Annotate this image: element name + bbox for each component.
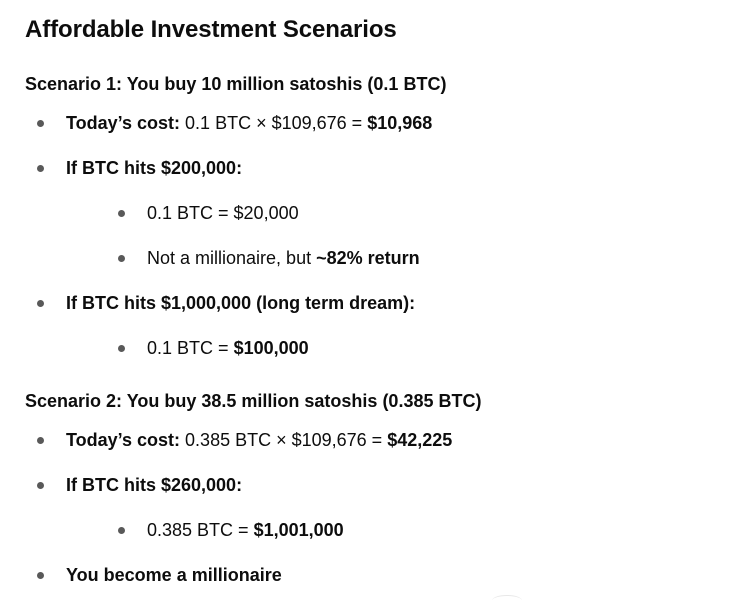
cost-expression: 0.385 BTC × $109,676 = [185, 430, 383, 450]
case-value-result: $100,000 [233, 338, 309, 358]
scenario-1-title: Scenario 1: You buy 10 million satoshis … [25, 74, 447, 94]
scenario-1-case-a-sublist: 0.1 BTC = $20,000 Not a millionaire, but… [66, 199, 731, 272]
scenario-1-case-b-item: If BTC hits $1,000,000 (long term dream)… [25, 289, 731, 362]
scroll-arrow-decoration [492, 595, 522, 600]
scenario-1-cost-item: Today’s cost: 0.1 BTC × $109,676 = $10,9… [25, 109, 731, 137]
case-note-text: Not a millionaire, but [147, 248, 312, 268]
case-note-item: Not a millionaire, but ~82% return [66, 244, 731, 272]
scenario-2-case-a-sublist: 0.385 BTC = $1,001,000 [66, 516, 731, 544]
cost-expression: 0.1 BTC × $109,676 = [185, 113, 363, 133]
scenario-1-list: Today’s cost: 0.1 BTC × $109,676 = $10,9… [25, 109, 731, 362]
page-heading: Affordable Investment Scenarios [25, 16, 397, 43]
scenario-1-case-b-sublist: 0.1 BTC = $100,000 [66, 334, 731, 362]
cost-result: $10,968 [367, 113, 433, 133]
case-label: If BTC hits $260,000: [66, 475, 243, 495]
case-value-expression: 0.385 BTC = [147, 520, 249, 540]
case-value-item: 0.1 BTC = $100,000 [66, 334, 731, 362]
case-label: If BTC hits $1,000,000 (long term dream)… [66, 293, 416, 313]
scenario-2-outcome-item: You become a millionaire [25, 561, 731, 589]
case-value-result: $1,001,000 [253, 520, 344, 540]
cost-result: $42,225 [387, 430, 453, 450]
scenario-2-list: Today’s cost: 0.385 BTC × $109,676 = $42… [25, 426, 731, 589]
case-label: If BTC hits $200,000: [66, 158, 243, 178]
scenario-1-case-a-item: If BTC hits $200,000: 0.1 BTC = $20,000 … [25, 154, 731, 272]
case-value-expression: 0.1 BTC = $20,000 [147, 203, 299, 223]
scenario-2-title: Scenario 2: You buy 38.5 million satoshi… [25, 391, 482, 411]
case-value-item: 0.1 BTC = $20,000 [66, 199, 731, 227]
case-note-bold: ~82% return [316, 248, 420, 268]
outcome-text: You become a millionaire [66, 565, 282, 585]
cost-label: Today’s cost: [66, 113, 181, 133]
scenario-2-case-a-item: If BTC hits $260,000: 0.385 BTC = $1,001… [25, 471, 731, 544]
cost-label: Today’s cost: [66, 430, 181, 450]
case-value-item: 0.385 BTC = $1,001,000 [66, 516, 731, 544]
case-value-expression: 0.1 BTC = [147, 338, 229, 358]
scenario-2-cost-item: Today’s cost: 0.385 BTC × $109,676 = $42… [25, 426, 731, 454]
document-body: Affordable Investment Scenarios Scenario… [25, 12, 731, 589]
